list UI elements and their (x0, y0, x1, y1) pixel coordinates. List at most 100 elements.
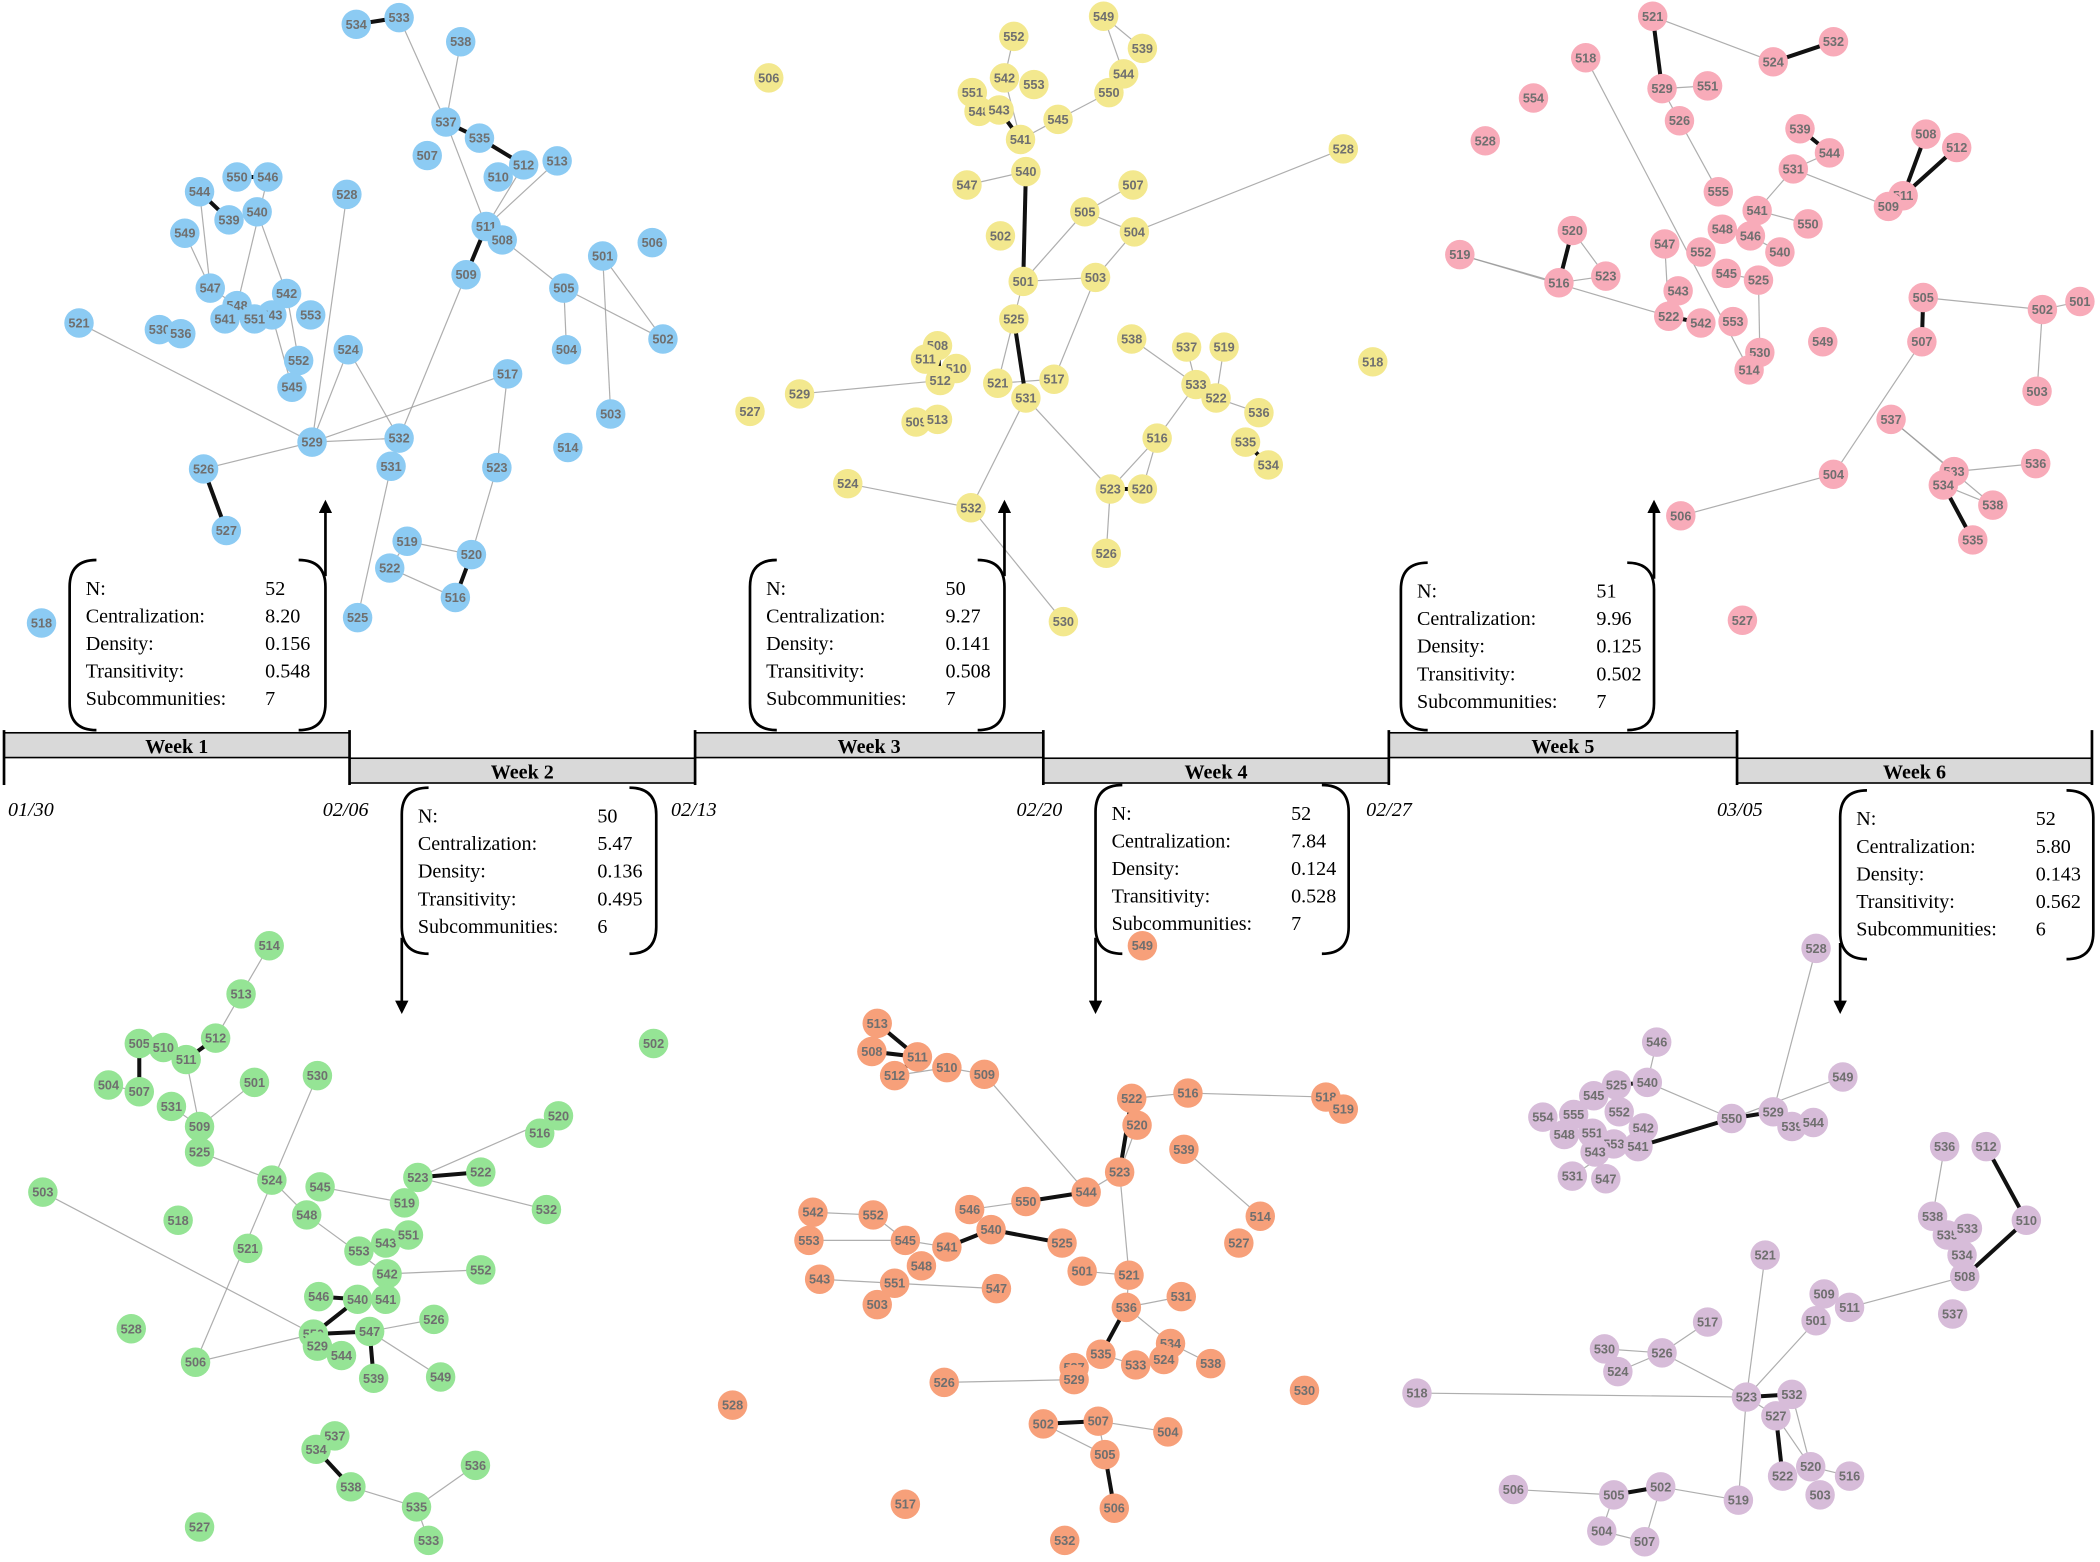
node (1289, 1375, 1320, 1406)
node-label: 542 (1633, 1120, 1654, 1135)
node-label: 538 (1982, 498, 2003, 513)
node (1169, 1134, 1199, 1165)
node (344, 1236, 374, 1266)
node-label: 533 (1125, 1357, 1146, 1372)
node-label: 547 (1595, 1171, 1616, 1186)
node (1641, 1027, 1672, 1057)
node (999, 21, 1029, 52)
node (717, 1390, 748, 1420)
node-label: 528 (1475, 133, 1496, 148)
node-label: 506 (1503, 1482, 1524, 1497)
node (922, 404, 953, 435)
node (393, 1220, 424, 1250)
stat-name: Transitivity: (1417, 663, 1516, 685)
stat-value: 7 (1291, 913, 1301, 935)
node-label: 523 (1736, 1390, 1757, 1405)
node-label: 502 (1033, 1416, 1054, 1431)
node (1111, 1292, 1142, 1323)
node-label: 532 (1823, 34, 1844, 49)
node (1958, 525, 1988, 555)
node-label: 541 (1627, 1139, 1648, 1154)
node-label: 539 (218, 212, 239, 227)
node-label: 548 (968, 104, 989, 119)
stat-name: Subcommunities: (1856, 919, 1997, 941)
node-label: 516 (1177, 1086, 1198, 1101)
node (1742, 195, 1772, 226)
node-label: 510 (2016, 1213, 2037, 1228)
node-label: 547 (956, 178, 977, 193)
node-label: 528 (1805, 941, 1826, 956)
node (326, 1340, 357, 1371)
node-label: 523 (1595, 269, 1616, 284)
node-label: 507 (417, 148, 438, 163)
node (984, 95, 1014, 125)
node-label: 503 (1085, 270, 1106, 285)
node-label: 527 (1228, 1236, 1249, 1251)
node-label: 517 (1043, 372, 1064, 387)
node-label: 528 (121, 1321, 142, 1336)
node (1937, 1299, 1968, 1329)
node-label: 543 (1668, 283, 1689, 298)
stat-name: Centralization: (418, 833, 537, 855)
node (342, 602, 373, 633)
node-label: 541 (214, 311, 235, 326)
node (370, 1284, 401, 1315)
node-label: 507 (1911, 334, 1932, 349)
edge (970, 397, 1027, 509)
node (200, 1023, 231, 1053)
node-label: 522 (379, 561, 400, 576)
node (1118, 170, 1148, 200)
node-label: 520 (1562, 223, 1583, 238)
stat-value: 52 (2036, 808, 2056, 830)
node (1122, 1110, 1152, 1140)
edge (847, 483, 972, 509)
node-label: 501 (1013, 274, 1034, 289)
stat-name: N: (418, 806, 438, 828)
node (1116, 324, 1147, 354)
node (1801, 1306, 1831, 1336)
node (389, 1188, 420, 1218)
node (1941, 132, 1972, 163)
edge (203, 441, 313, 470)
node-label: 526 (423, 1312, 444, 1327)
node (239, 304, 270, 334)
node-label: 538 (1121, 332, 1142, 347)
stat-value: 0.136 (597, 861, 642, 883)
node-label: 525 (347, 610, 368, 625)
bracket (1321, 783, 1350, 956)
node-label: 549 (1093, 9, 1114, 24)
node (214, 205, 244, 235)
node (1601, 1070, 1632, 1100)
node-label: 517 (1697, 1315, 1718, 1330)
stat-value: 6 (597, 916, 607, 938)
node (648, 324, 678, 354)
node-label: 520 (1126, 1118, 1147, 1133)
node (341, 9, 371, 40)
stat-name: Centralization: (1417, 608, 1536, 630)
node-label: 541 (1747, 203, 1768, 218)
node-label: 505 (1094, 1447, 1115, 1462)
node (1692, 71, 1723, 101)
node (1173, 1078, 1203, 1108)
node-label: 509 (1813, 1286, 1834, 1301)
node (508, 150, 539, 180)
node (1818, 26, 1849, 57)
node-label: 543 (809, 1272, 830, 1287)
bracket (1399, 561, 1428, 732)
node (283, 345, 314, 376)
node-label: 533 (1185, 377, 1206, 392)
date-label: 02/20 (1017, 799, 1063, 821)
node-label: 553 (798, 1233, 819, 1248)
node (794, 1225, 824, 1256)
node (1088, 1, 1119, 31)
node (451, 260, 481, 290)
node (116, 1314, 146, 1344)
node (1039, 364, 1069, 394)
node-label: 547 (986, 1281, 1007, 1296)
node (1470, 126, 1500, 156)
node (983, 368, 1013, 398)
node (304, 1281, 334, 1312)
node (1731, 1382, 1762, 1412)
edge (1183, 1148, 1261, 1217)
